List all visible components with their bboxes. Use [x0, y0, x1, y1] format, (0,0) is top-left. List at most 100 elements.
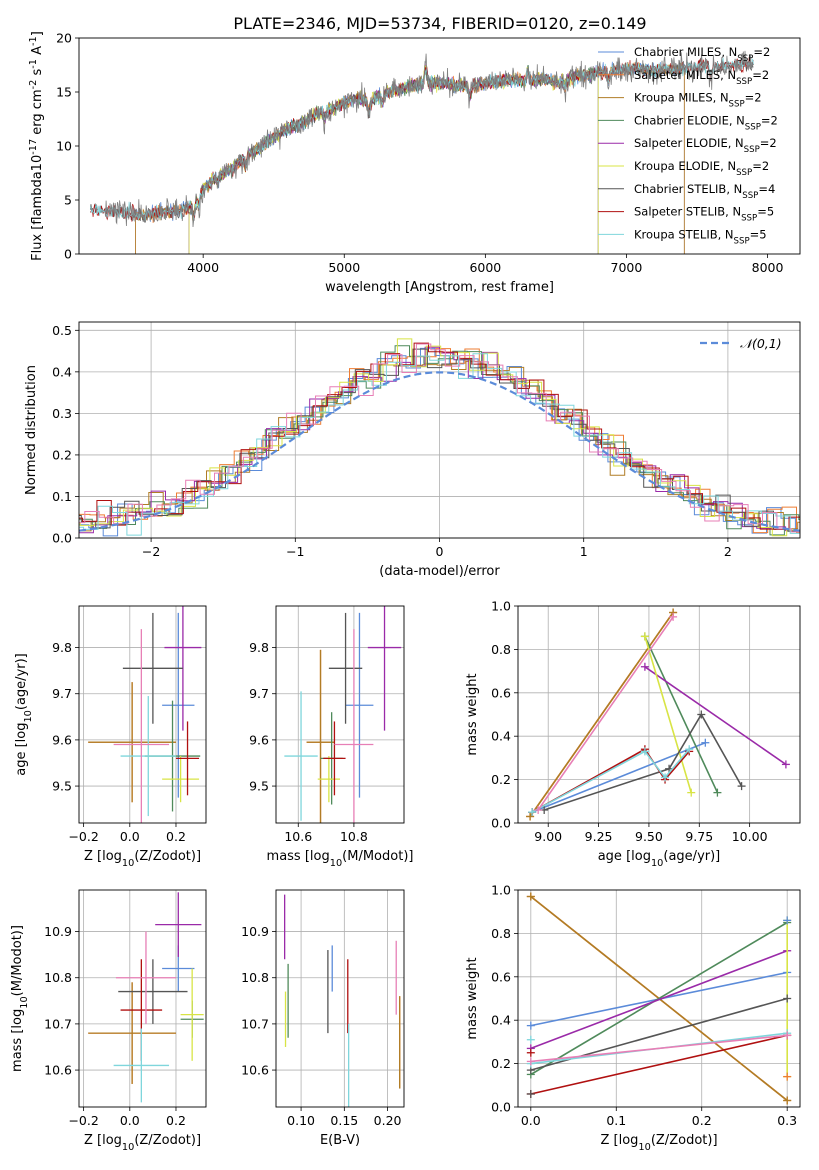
error-bar-point: [122, 612, 183, 724]
legend-entry: Salpeter MILES, NSSP=2: [634, 68, 769, 87]
x-tick-label: 7000: [611, 260, 643, 275]
error-bar-point: [175, 721, 200, 796]
ticks: −0.2 0.0 0.2 10.6 10.7 10.8 10.9: [44, 924, 186, 1128]
residual-histogram: [79, 348, 800, 532]
axes-frame: [78, 605, 207, 824]
weight-line: [530, 1034, 788, 1095]
residual-histogram: [79, 348, 800, 534]
grid: [518, 605, 800, 824]
x-axis-label: wavelength [Angstrom, rest frame]: [325, 280, 554, 295]
y-tick-label: 9.6: [249, 732, 269, 747]
legend-entry: Kroupa ELODIE, NSSP=2: [634, 159, 769, 178]
residual-histogram-panel: −2 −1 0 1 2 0.0 0.1 0.2 0.3 0.4 0.5 (data-model)/er…: [24, 321, 801, 579]
plus-marker: [526, 1048, 535, 1057]
plus-marker: [783, 1031, 792, 1040]
error-bar-point: [317, 756, 340, 803]
error-bars: [284, 606, 402, 823]
error-bar-point: [113, 629, 170, 823]
weight-line: [530, 1034, 788, 1063]
plus-marker: [701, 738, 710, 747]
error-bar-point: [88, 682, 176, 803]
plus-marker: [783, 1072, 792, 1081]
y-tick-label: 1.0: [491, 599, 511, 614]
ticks: −2 −1 0 1 2 0.0 0.1 0.2 0.3 0.4 0.5: [52, 323, 732, 559]
error-bar-point: [328, 612, 363, 724]
error-bar-point: [120, 696, 176, 817]
histograms: [79, 338, 800, 537]
error-bar-point: [155, 892, 202, 957]
legend-entry: Kroupa MILES, NSSP=2: [634, 91, 762, 110]
axes-frame: [275, 889, 405, 1108]
plus-marker: [661, 773, 670, 782]
y-tick-label: 10: [56, 139, 72, 154]
error-bars: [88, 892, 204, 1103]
error-bars: [283, 894, 401, 1107]
grid: [79, 890, 206, 1107]
plus-marker: [526, 892, 535, 901]
weight-line: [531, 741, 706, 813]
plus-marker: [526, 1089, 535, 1098]
y-tick-label: 0.2: [52, 447, 72, 462]
age-vs-mass-panel: 10.6 10.8 9.5 9.6 9.7 9.8 mass [log10(M/Modot)…: [249, 605, 413, 869]
model-spectrum-line: [135, 62, 685, 254]
x-tick-label: 10.6: [284, 829, 312, 844]
x-tick-label: 9.50: [635, 829, 663, 844]
observed-spectrum-line: [104, 50, 754, 228]
axes-frame: [78, 37, 801, 255]
y-tick-label: 10.8: [44, 970, 72, 985]
error-bar-point: [164, 606, 202, 731]
y-tick-label: 0.4: [52, 364, 72, 379]
y-tick-label: 0.1: [52, 489, 72, 504]
y-axis-label: Normed distribution: [24, 365, 39, 495]
figure-title: PLATE=2346, MJD=53734, FIBERID=0120, z=0…: [233, 14, 646, 33]
mass-vs-extinction-panel: 0.10 0.15 0.20 10.6 10.7 10.8 10.9 E(B-V): [241, 889, 405, 1148]
y-tick-label: 15: [56, 85, 72, 100]
error-bars: [88, 606, 202, 823]
weight-line: [644, 666, 787, 766]
weight-line: [530, 921, 788, 1076]
plus-marker: [640, 632, 649, 641]
y-tick-label: 10.8: [241, 970, 269, 985]
y-tick-label: 9.7: [249, 686, 269, 701]
x-tick-label: 0: [436, 544, 444, 559]
error-bar-point: [88, 982, 176, 1084]
y-axis-label: age [log10(age/yr)]: [14, 653, 34, 776]
x-tick-label: −0.2: [68, 1113, 98, 1128]
y-tick-label: 10.7: [241, 1016, 269, 1031]
x-tick-label: 0.0: [120, 829, 140, 844]
plus-marker: [783, 916, 792, 925]
weight-vs-age-panel: 9.00 9.25 9.50 9.75 10.00 0.0 0.2 0.4 0.6 0.8 1.0 a…: [465, 599, 801, 869]
weight-line: [644, 636, 692, 793]
weight-line: [529, 612, 674, 817]
grid: [79, 322, 800, 539]
y-tick-label: 0.4: [491, 729, 511, 744]
y-tick-label: 9.8: [52, 640, 72, 655]
x-tick-label: 0.0: [521, 1113, 541, 1128]
error-bar-point: [367, 606, 402, 731]
y-tick-label: 0.8: [491, 642, 511, 657]
plus-marker: [640, 662, 649, 671]
plus-marker: [534, 805, 543, 814]
x-tick-label: 9.25: [585, 829, 613, 844]
axes-frame: [78, 321, 801, 539]
mass-vs-metallicity-panel: −0.2 0.0 0.2 10.6 10.7 10.8 10.9 Z [log10(Z/Zod…: [10, 889, 207, 1153]
plus-marker: [713, 788, 722, 797]
ticks: −0.2 0.0 0.2 9.5 9.6 9.7 9.8: [52, 640, 186, 844]
y-tick-label: 0.8: [491, 926, 511, 941]
plus-marker: [697, 710, 706, 719]
plus-marker: [526, 1057, 535, 1066]
residual-histogram: [79, 343, 800, 533]
x-tick-label: 0.2: [692, 1113, 712, 1128]
spectrum-lines: [89, 50, 754, 254]
x-tick-label: 6000: [469, 260, 501, 275]
x-axis-label: (data-model)/error: [379, 564, 500, 579]
error-bar-point: [284, 691, 318, 821]
y-tick-label: 0.0: [52, 531, 72, 546]
y-tick-label: 10.9: [44, 924, 72, 939]
x-tick-label: 8000: [752, 260, 784, 275]
x-tick-label: 9.75: [685, 829, 713, 844]
error-bar-point: [162, 612, 195, 798]
y-tick-label: 10.9: [241, 924, 269, 939]
y-tick-label: 9.6: [52, 732, 72, 747]
plus-marker: [528, 808, 537, 817]
